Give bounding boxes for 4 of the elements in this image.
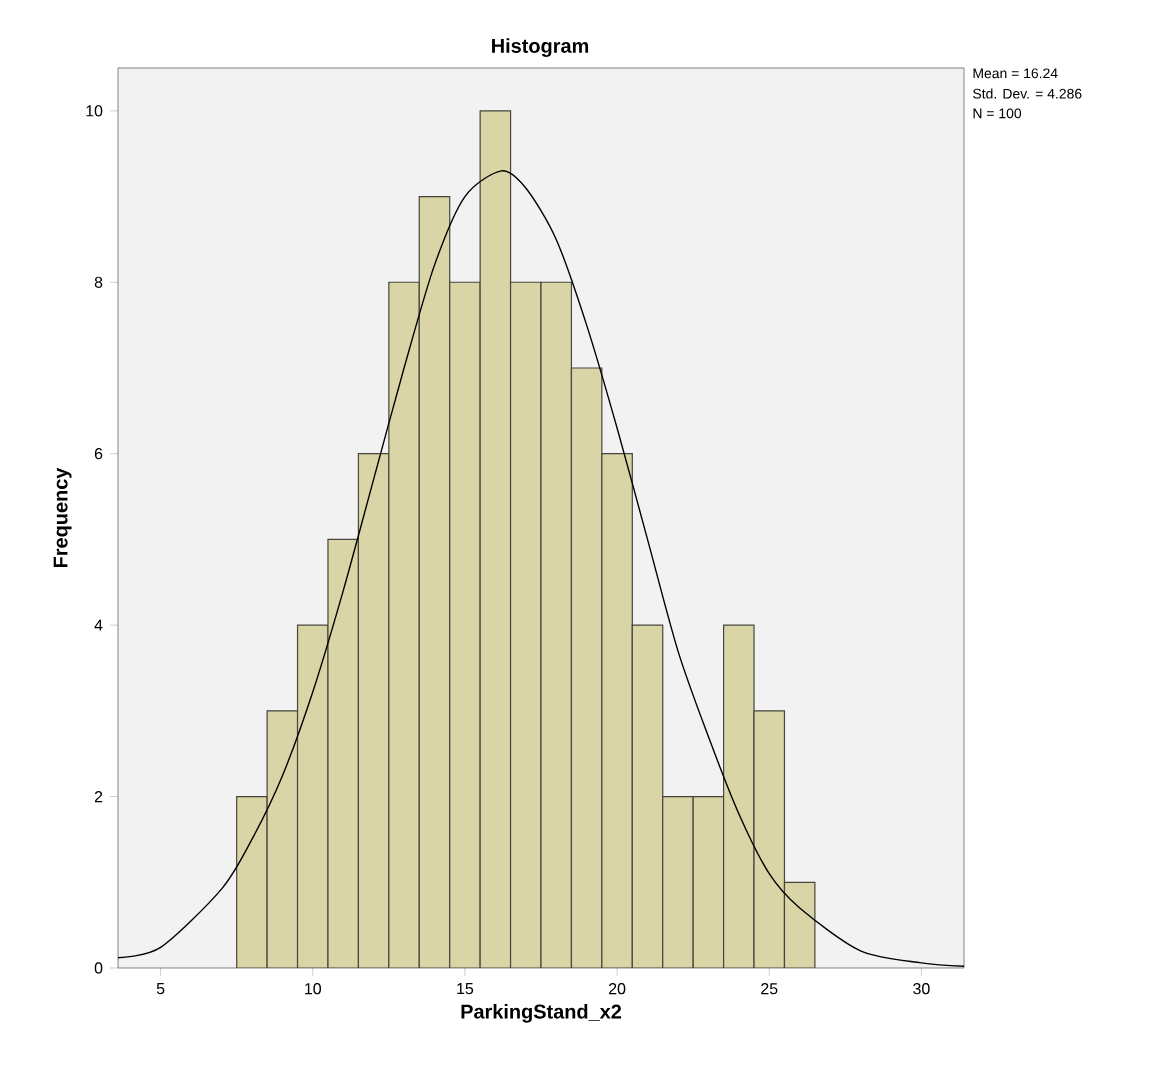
chart-title: Histogram: [492, 38, 589, 57]
line-series: [118, 170, 965, 967]
y-axis-title: Frequency: [53, 467, 72, 568]
x-axis-title: ParkingStand_x2: [461, 1004, 622, 1023]
